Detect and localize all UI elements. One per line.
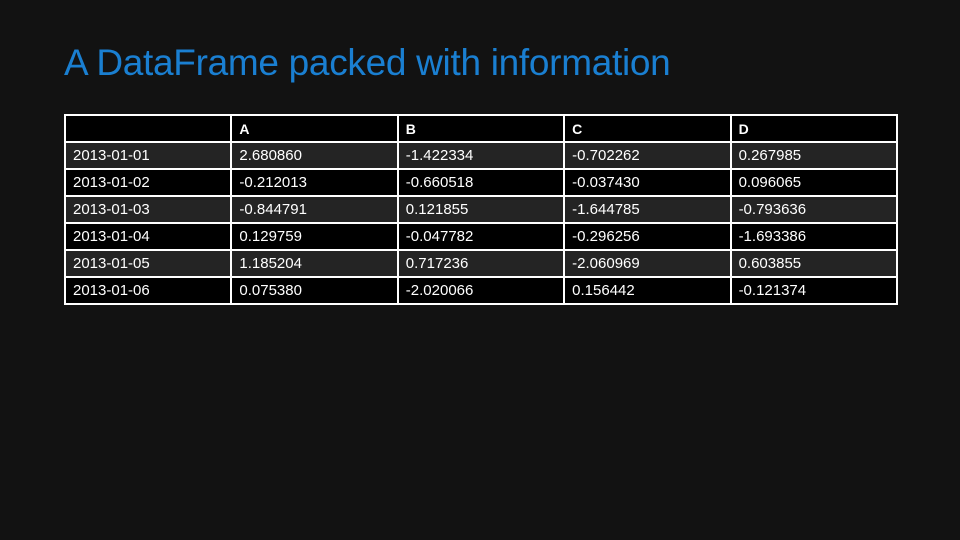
table-row: 2013-01-05 1.185204 0.717236 -2.060969 0…	[63, 249, 898, 278]
index-header	[63, 114, 233, 143]
cell-c: -1.644785	[563, 195, 732, 224]
row-index: 2013-01-05	[63, 249, 233, 278]
cell-c: -0.296256	[563, 222, 732, 251]
row-index: 2013-01-02	[63, 168, 233, 197]
cell-d: -1.693386	[729, 222, 898, 251]
cell-b: -0.660518	[396, 168, 566, 197]
cell-a: 2.680860	[230, 141, 399, 170]
table-header: A B C D	[63, 114, 898, 143]
column-header-a: A	[230, 114, 399, 143]
row-index: 2013-01-04	[63, 222, 233, 251]
cell-c: -0.037430	[563, 168, 732, 197]
cell-d: -0.793636	[729, 195, 898, 224]
cell-d: 0.603855	[729, 249, 898, 278]
cell-d: -0.121374	[729, 276, 898, 305]
cell-a: -0.844791	[230, 195, 399, 224]
table-row: 2013-01-01 2.680860 -1.422334 -0.702262 …	[63, 141, 898, 170]
cell-c: -0.702262	[563, 141, 732, 170]
dataframe-table: A B C D 2013-01-01 2.680860 -1.422334 -0…	[63, 114, 898, 305]
cell-b: -2.020066	[396, 276, 566, 305]
table-row: 2013-01-03 -0.844791 0.121855 -1.644785 …	[63, 195, 898, 224]
cell-a: 1.185204	[230, 249, 399, 278]
cell-a: 0.075380	[230, 276, 399, 305]
slide-title: A DataFrame packed with information	[64, 42, 671, 83]
cell-d: 0.096065	[729, 168, 898, 197]
cell-a: -0.212013	[230, 168, 399, 197]
header-row: A B C D	[63, 114, 898, 143]
cell-a: 0.129759	[230, 222, 399, 251]
cell-b: -0.047782	[396, 222, 566, 251]
cell-d: 0.267985	[729, 141, 898, 170]
cell-b: -1.422334	[396, 141, 566, 170]
row-index: 2013-01-01	[63, 141, 233, 170]
row-index: 2013-01-03	[63, 195, 233, 224]
column-header-d: D	[729, 114, 898, 143]
table-row: 2013-01-02 -0.212013 -0.660518 -0.037430…	[63, 168, 898, 197]
table-body: 2013-01-01 2.680860 -1.422334 -0.702262 …	[63, 141, 898, 305]
column-header-c: C	[563, 114, 732, 143]
cell-c: -2.060969	[563, 249, 732, 278]
cell-b: 0.121855	[396, 195, 566, 224]
row-index: 2013-01-06	[63, 276, 233, 305]
table-row: 2013-01-06 0.075380 -2.020066 0.156442 -…	[63, 276, 898, 305]
column-header-b: B	[396, 114, 566, 143]
table-row: 2013-01-04 0.129759 -0.047782 -0.296256 …	[63, 222, 898, 251]
cell-c: 0.156442	[563, 276, 732, 305]
cell-b: 0.717236	[396, 249, 566, 278]
